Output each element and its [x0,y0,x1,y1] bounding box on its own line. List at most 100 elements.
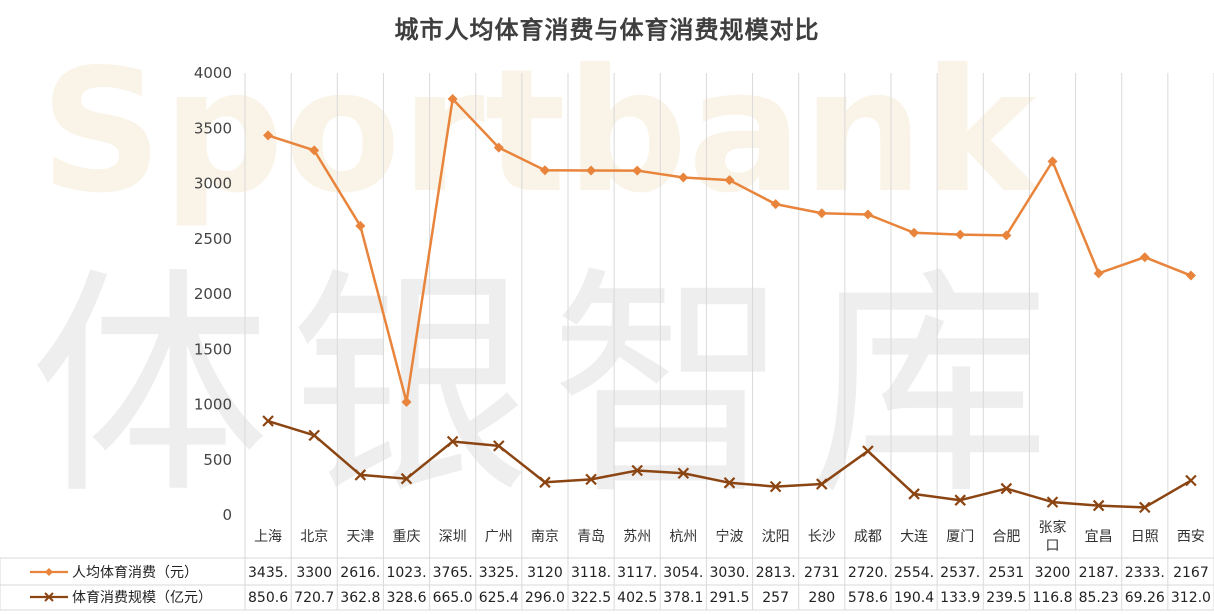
data-point [493,440,505,452]
x-tick-label: 南京 [531,529,559,545]
y-tick-label: 500 [203,451,232,469]
x-tick-label: 成都 [854,529,882,545]
data-point [1139,252,1150,263]
data-point [400,472,413,485]
data-point [954,494,966,506]
table-cell: 362.8 [340,590,380,606]
data-point [769,480,782,493]
x-tick-label: 杭州 [669,529,697,545]
x-tick-label: 口 [1046,538,1060,554]
x-tick-label: 苏州 [623,529,651,545]
data-point [723,477,736,489]
y-tick-label: 3000 [194,175,232,193]
data-point [862,209,873,220]
table-cell: 291.5 [709,590,749,606]
table-cell: 2813. [756,565,796,581]
table-cell: 378.1 [663,590,703,606]
x-tick-label: 青岛 [577,529,605,545]
x-tick-label: 上海 [254,529,282,545]
table-cell: 2616. [340,565,380,581]
x-tick-label: 沈阳 [762,529,790,545]
data-point [539,165,550,176]
data-point [1000,482,1013,495]
data-point [585,473,597,486]
x-tick-label: 广州 [485,529,513,545]
data-point [493,142,504,153]
x-tick-label: 西安 [1177,529,1205,545]
table-cell: 116.8 [1032,590,1072,606]
x-tick-label: 日照 [1131,529,1159,545]
table-cell: 322.5 [571,590,611,606]
x-tick-label: 长沙 [808,529,836,545]
data-point [678,172,689,183]
table-cell: 2731 [804,565,840,581]
y-tick-label: 1500 [194,340,232,358]
watermark-latin: Sportbank [40,33,1040,231]
data-point [677,467,690,479]
data-point [816,478,828,490]
x-tick-label: 厦门 [946,529,974,545]
y-tick-label: 3500 [194,119,232,137]
data-point [909,227,920,238]
table-cell: 2720. [848,565,888,581]
table-cell: 257 [762,590,789,606]
data-point [955,229,966,240]
table-cell: 280 [808,590,835,606]
table-cell: 625.4 [479,590,519,606]
data-point [355,220,366,231]
table-cell: 3120 [527,565,563,581]
x-tick-label: 天津 [346,529,374,545]
data-point [447,93,458,104]
data-point [724,175,735,186]
table-cell: 720.7 [294,590,334,606]
x-tick-label: 张家 [1039,519,1067,536]
data-point [263,130,274,141]
y-tick-label: 2500 [194,230,232,248]
chart-title: 城市人均体育消费与体育消费规模对比 [394,16,820,44]
data-point [1185,474,1197,487]
table-cell: 133.9 [940,590,980,606]
data-point [1001,230,1012,241]
table-cell: 402.5 [617,590,657,606]
data-point [1093,268,1104,279]
table-cell: 2531 [989,565,1025,581]
y-tick-label: 1000 [194,396,232,414]
table-cell: 328.6 [386,590,426,606]
table-cell: 2167 [1173,565,1209,581]
table-cell: 3118. [571,565,611,581]
data-point [1185,270,1196,281]
data-point [309,145,320,156]
table-cell: 2554. [894,565,934,581]
y-tick-label: 4000 [194,64,232,82]
table-cell: 3054. [663,565,703,581]
x-tick-label: 重庆 [393,529,421,545]
table-cell: 2333. [1125,565,1165,581]
x-tick-label: 宁波 [716,528,744,545]
y-tick-label: 0 [222,506,232,524]
table-cell: 296.0 [525,590,565,606]
data-point [1047,156,1058,167]
data-point [816,208,827,219]
table-cell: 1023. [386,565,426,581]
data-point [770,199,781,210]
table-cell: 2187. [1079,565,1119,581]
table-cell: 2537. [940,565,980,581]
legend-label: 人均体育消费（元） [72,565,198,581]
data-point [354,469,367,481]
table-cell: 3117. [617,565,657,581]
table-cell: 3325. [479,565,519,581]
x-tick-label: 合肥 [992,529,1020,545]
legend-key-marker [44,592,54,602]
data-point [1046,496,1059,508]
table-cell: 3765. [433,565,473,581]
data-point [1092,499,1105,512]
table-cell: 85.23 [1079,590,1119,606]
data-point [539,476,551,489]
data-point [631,464,643,477]
y-tick-label: 2000 [194,285,232,303]
table-cell: 3030. [709,565,749,581]
data-point [308,429,320,442]
x-tick-label: 北京 [300,529,328,545]
